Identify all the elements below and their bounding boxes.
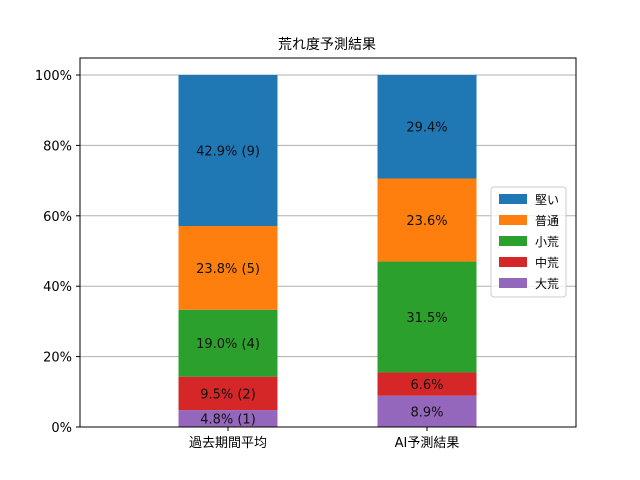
x-tick-label: 過去期間平均 (189, 436, 267, 451)
legend-label: 普通 (535, 214, 559, 228)
bar-segment-label: 23.8% (5) (196, 262, 260, 277)
legend-label: 大荒 (535, 277, 559, 291)
legend-swatch (499, 215, 527, 225)
bar-segment-label: 29.4% (406, 121, 447, 136)
bar-segment-label: 19.0% (4) (196, 337, 260, 352)
bar-segment (178, 410, 278, 427)
bar-segment-label: 4.8% (1) (200, 413, 256, 428)
bar-segment-label: 42.9% (9) (196, 145, 260, 160)
bar-segment-label: 6.6% (410, 378, 443, 393)
bar-segment (178, 75, 278, 227)
bar-segment (377, 75, 477, 179)
y-tick-label: 60% (43, 210, 72, 225)
plot-frame (79, 57, 577, 428)
bar-segment-label: 23.6% (406, 214, 447, 229)
legend-swatch (499, 257, 527, 267)
legend-box (490, 186, 567, 298)
bar-segment (178, 376, 278, 411)
legend-label: 小荒 (535, 235, 559, 249)
bar-segment (178, 226, 278, 310)
bar-segment (377, 395, 477, 427)
bar-segment-label: 8.9% (410, 405, 443, 420)
x-tick-label: AI予測結果 (395, 436, 460, 451)
y-tick-label: 80% (43, 139, 72, 154)
bar-segment-label: 9.5% (2) (200, 387, 256, 402)
legend-label: 中荒 (535, 255, 559, 270)
bar-segment (377, 372, 477, 396)
y-tick-label: 40% (43, 280, 72, 295)
bar-segment (178, 309, 278, 377)
bar-segment-label: 31.5% (406, 311, 447, 326)
chart-title: 荒れ度予測結果 (278, 37, 376, 53)
axes: 0% 20% 40% 60% 80% 100% 過去期間平均 AI予測結果 (35, 69, 460, 451)
legend-label: 堅い (535, 193, 559, 207)
bar-segment (377, 178, 477, 262)
y-tick-label: 100% (35, 69, 72, 84)
legend-swatch (499, 236, 527, 246)
legend-swatch (499, 194, 527, 204)
bar-segment (377, 261, 477, 373)
y-tick-label: 20% (43, 351, 72, 366)
bars: 4.8% (1) 9.5% (2) 19.0% (4) 23.8% (5) 42.9% … (178, 75, 477, 428)
y-tick-label: 0% (51, 421, 72, 436)
legend-swatch (499, 278, 527, 288)
